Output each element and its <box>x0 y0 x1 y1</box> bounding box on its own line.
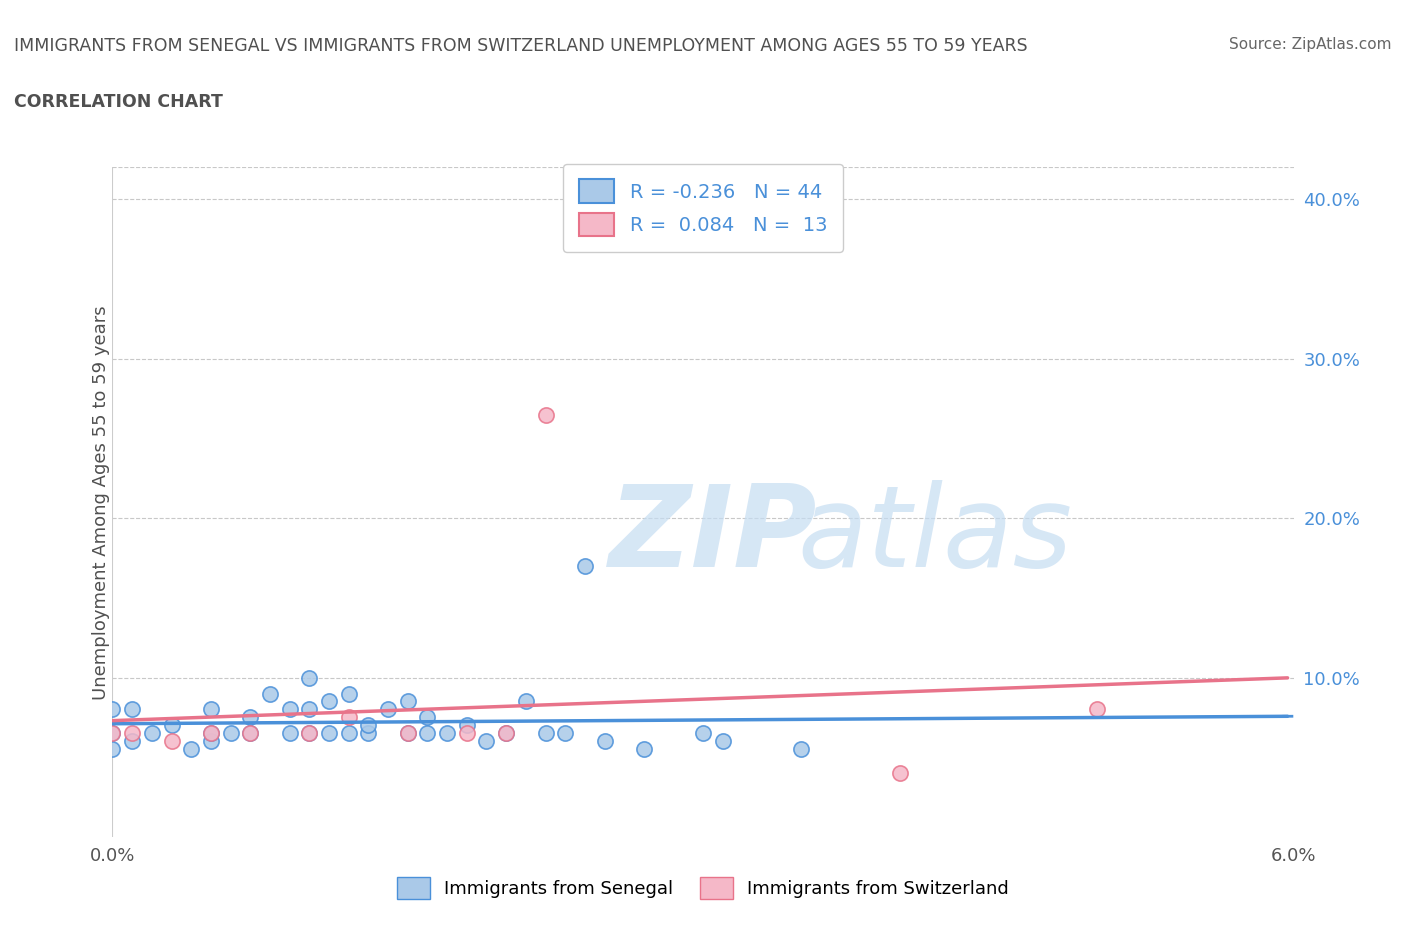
Text: CORRELATION CHART: CORRELATION CHART <box>14 93 224 111</box>
Text: IMMIGRANTS FROM SENEGAL VS IMMIGRANTS FROM SWITZERLAND UNEMPLOYMENT AMONG AGES 5: IMMIGRANTS FROM SENEGAL VS IMMIGRANTS FR… <box>14 37 1028 55</box>
Point <box>298 702 321 717</box>
Point <box>200 726 222 741</box>
Point <box>711 734 734 749</box>
Text: atlas: atlas <box>797 480 1073 591</box>
Point <box>318 694 340 709</box>
Point <box>889 765 911 780</box>
Point <box>357 718 380 733</box>
Point <box>121 734 143 749</box>
Point <box>219 726 242 741</box>
Point <box>298 726 321 741</box>
Point <box>337 726 360 741</box>
Point <box>298 671 321 685</box>
Point <box>396 726 419 741</box>
Point <box>416 726 439 741</box>
Point <box>160 734 183 749</box>
Point <box>396 726 419 741</box>
Point <box>1085 702 1108 717</box>
Point <box>337 686 360 701</box>
Point <box>633 742 655 757</box>
Point <box>456 718 478 733</box>
Point <box>495 726 517 741</box>
Text: Source: ZipAtlas.com: Source: ZipAtlas.com <box>1229 37 1392 52</box>
Point <box>534 407 557 422</box>
Point <box>495 726 517 741</box>
Point <box>377 702 399 717</box>
Point <box>180 742 202 757</box>
Point <box>239 710 262 724</box>
Y-axis label: Unemployment Among Ages 55 to 59 years: Unemployment Among Ages 55 to 59 years <box>93 305 110 699</box>
Text: ZIP: ZIP <box>609 480 817 591</box>
Point <box>239 726 262 741</box>
Point <box>298 726 321 741</box>
Point <box>239 726 262 741</box>
Point <box>534 726 557 741</box>
Point <box>200 734 222 749</box>
Point <box>160 718 183 733</box>
Point <box>278 702 301 717</box>
Point <box>259 686 281 701</box>
Point <box>396 694 419 709</box>
Point <box>574 559 596 574</box>
Point <box>416 710 439 724</box>
Point <box>101 726 124 741</box>
Point <box>121 726 143 741</box>
Point <box>475 734 498 749</box>
Point <box>121 702 143 717</box>
Point <box>101 726 124 741</box>
Point <box>357 726 380 741</box>
Point <box>200 702 222 717</box>
Point <box>515 694 537 709</box>
Point <box>692 726 714 741</box>
Point <box>278 726 301 741</box>
Point <box>593 734 616 749</box>
Point <box>554 726 576 741</box>
Legend: Immigrants from Senegal, Immigrants from Switzerland: Immigrants from Senegal, Immigrants from… <box>388 869 1018 909</box>
Point <box>790 742 813 757</box>
Point <box>101 742 124 757</box>
Point <box>456 726 478 741</box>
Point <box>436 726 458 741</box>
Point <box>141 726 163 741</box>
Point <box>337 710 360 724</box>
Point <box>200 726 222 741</box>
Point <box>101 702 124 717</box>
Point <box>318 726 340 741</box>
